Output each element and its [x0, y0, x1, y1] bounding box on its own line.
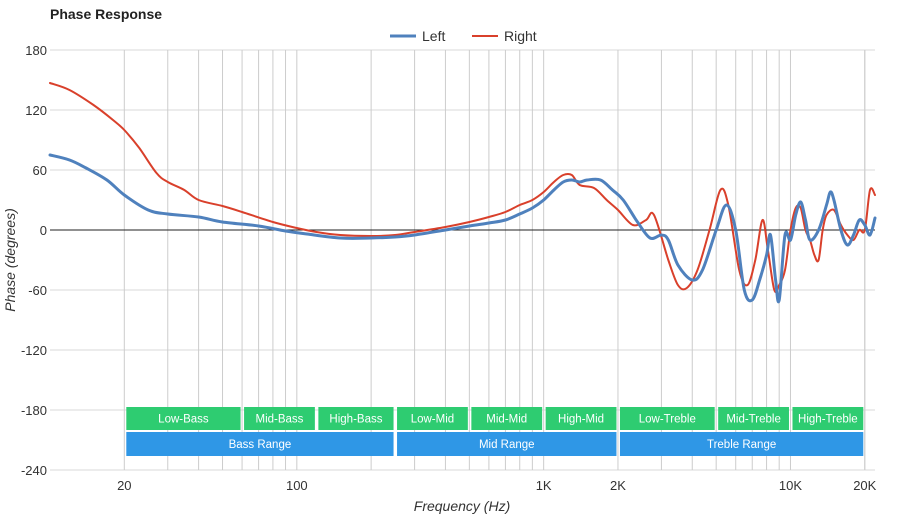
- range-bass-range: [126, 432, 394, 456]
- band-label-mid-treble: Mid-Treble: [726, 414, 781, 426]
- band-mid-bass: [244, 407, 315, 430]
- band-mid-treble: [718, 407, 789, 430]
- y-tick-label: -180: [21, 403, 47, 418]
- band-high-mid: [545, 407, 617, 430]
- band-label-mid-bass: Mid-Bass: [256, 414, 304, 426]
- x-axis-label: Frequency (Hz): [414, 498, 510, 514]
- range-label-treble-range: Treble Range: [707, 439, 776, 451]
- x-tick-label: 100: [286, 478, 308, 493]
- range-label-mid-range: Mid Range: [479, 439, 535, 451]
- band-label-high-treble: High-Treble: [798, 414, 858, 426]
- y-tick-label: 180: [25, 43, 47, 58]
- x-tick-label: 2K: [610, 478, 626, 493]
- x-tick-label: 10K: [779, 478, 802, 493]
- y-axis-label: Phase (degrees): [2, 208, 18, 312]
- y-tick-label: -240: [21, 463, 47, 478]
- series-line-right: [49, 82, 876, 294]
- x-tick-labels: 20 100 1K 2K 10K 20K: [117, 478, 877, 493]
- x-tick-label: 1K: [536, 478, 552, 493]
- band-low-bass: [126, 407, 241, 430]
- legend-label-right: Right: [504, 28, 537, 44]
- y-tick-label: -60: [28, 283, 47, 298]
- band-label-mid-mid: Mid-Mid: [486, 414, 527, 426]
- legend-label-left: Left: [422, 28, 445, 44]
- band-label-low-mid: Low-Mid: [411, 414, 454, 426]
- band-low-mid: [397, 407, 468, 430]
- range-treble-range: [619, 432, 864, 456]
- legend: Left Right: [390, 28, 537, 44]
- grid-lines: [50, 49, 875, 471]
- range-mid-range: [397, 432, 617, 456]
- frequency-bands: Low-Bass Mid-Bass High-Bass Low-Mid Mid-Mid H…: [126, 407, 864, 456]
- band-label-high-bass: High-Bass: [329, 414, 382, 426]
- y-tick-labels: 180 120 60 0 -60 -120 -180 -240: [21, 43, 47, 478]
- band-label-high-mid: High-Mid: [558, 414, 604, 426]
- y-tick-label: 120: [25, 103, 47, 118]
- y-tick-label: 0: [40, 223, 47, 238]
- range-label-bass-range: Bass Range: [229, 439, 292, 451]
- x-tick-label: 20K: [853, 478, 876, 493]
- band-mid-mid: [471, 407, 543, 430]
- band-low-treble: [619, 407, 715, 430]
- y-tick-label: -120: [21, 343, 47, 358]
- chart-title: Phase Response: [50, 6, 163, 22]
- y-tick-label: 60: [33, 163, 47, 178]
- band-high-treble: [792, 407, 864, 430]
- band-label-low-bass: Low-Bass: [158, 414, 209, 426]
- x-tick-label: 20: [117, 478, 131, 493]
- band-high-bass: [318, 407, 394, 430]
- series-line-left: [48, 153, 877, 304]
- band-label-low-treble: Low-Treble: [639, 414, 696, 426]
- series-lines: [48, 82, 877, 304]
